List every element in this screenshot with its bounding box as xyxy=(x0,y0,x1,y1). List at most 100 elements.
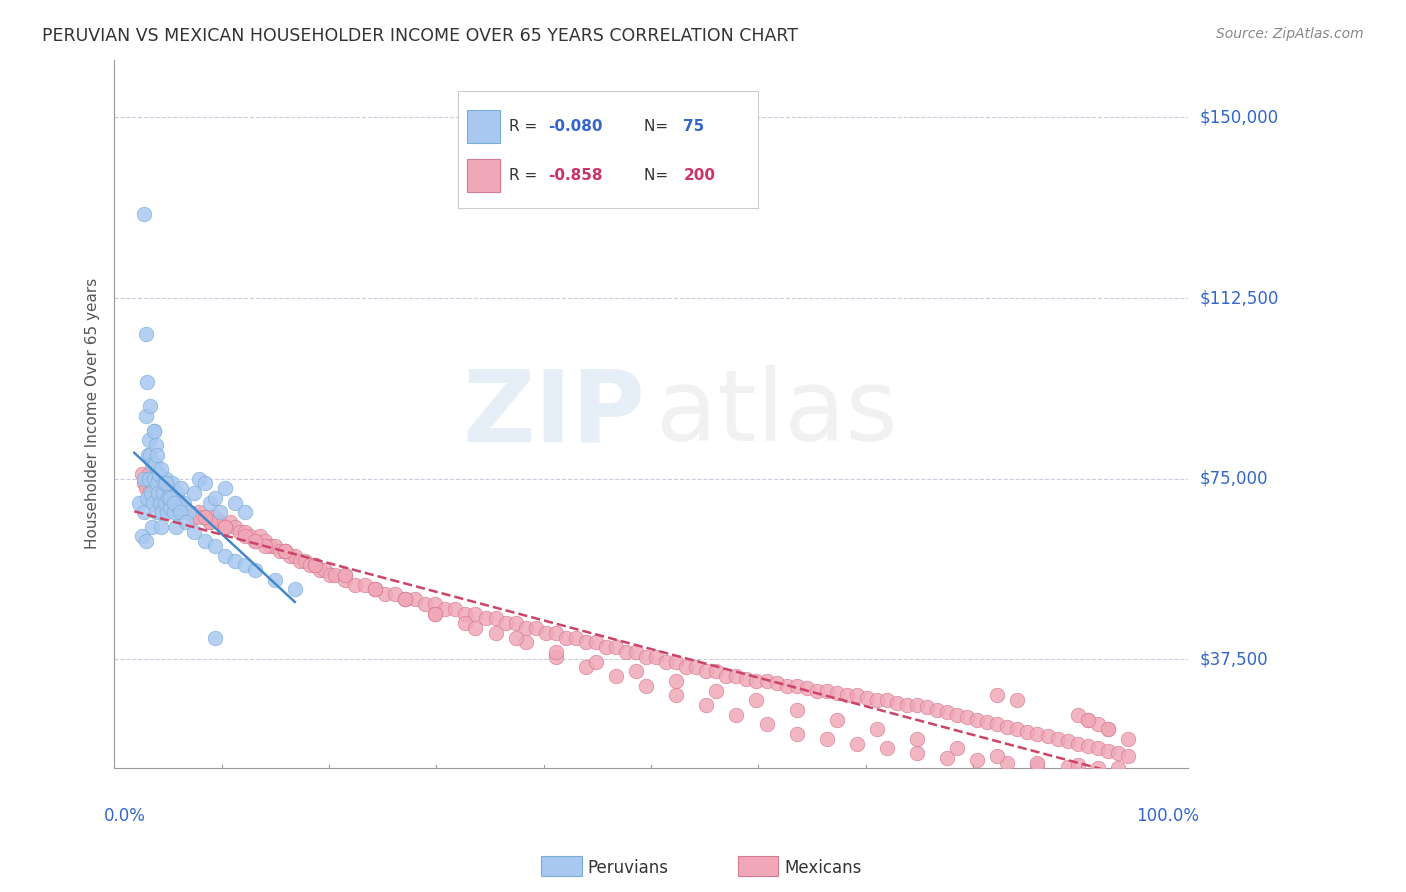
Point xyxy=(233,524,256,539)
Point xyxy=(394,592,416,607)
Text: 0.0%: 0.0% xyxy=(104,806,145,824)
Point xyxy=(1097,744,1119,758)
Point xyxy=(484,611,506,625)
Point xyxy=(156,500,179,515)
Point xyxy=(208,505,231,519)
Point xyxy=(193,510,215,524)
Point xyxy=(134,476,156,491)
Point xyxy=(966,754,988,768)
Point xyxy=(755,717,778,731)
Point xyxy=(905,731,928,746)
Point xyxy=(815,683,838,698)
Point xyxy=(214,520,236,534)
Point xyxy=(896,698,918,712)
Point xyxy=(148,486,170,500)
Point xyxy=(157,491,180,505)
Point xyxy=(243,563,266,577)
Point xyxy=(134,207,156,221)
Point xyxy=(1097,722,1119,736)
Point xyxy=(755,673,778,688)
Point xyxy=(1087,741,1109,756)
Point xyxy=(269,544,291,558)
Point xyxy=(464,607,486,621)
Point xyxy=(153,486,176,500)
Point xyxy=(464,621,486,635)
Point xyxy=(314,563,336,577)
Point xyxy=(323,568,346,582)
Point xyxy=(304,558,326,573)
Point xyxy=(725,669,748,683)
Point xyxy=(143,472,166,486)
Point xyxy=(1077,713,1099,727)
Point xyxy=(915,700,938,714)
Point xyxy=(835,689,858,703)
Text: Source: ZipAtlas.com: Source: ZipAtlas.com xyxy=(1216,27,1364,41)
Point xyxy=(786,679,808,693)
Point xyxy=(176,515,198,529)
Point xyxy=(1007,722,1029,736)
Point xyxy=(173,496,195,510)
Point xyxy=(1066,737,1088,751)
Point xyxy=(135,481,157,495)
Point xyxy=(153,476,176,491)
Point xyxy=(150,520,173,534)
Point xyxy=(645,649,668,664)
Point xyxy=(143,424,166,438)
Point xyxy=(716,669,738,683)
Point xyxy=(288,553,311,567)
Point xyxy=(364,582,387,597)
Point xyxy=(165,520,187,534)
Point xyxy=(876,741,898,756)
Text: 100.0%: 100.0% xyxy=(1136,806,1199,824)
Point xyxy=(484,625,506,640)
Point xyxy=(141,457,163,471)
Text: Mexicans: Mexicans xyxy=(785,859,862,877)
Point xyxy=(1087,761,1109,775)
Point xyxy=(131,529,153,543)
Point xyxy=(374,587,396,601)
Point xyxy=(364,582,387,597)
Point xyxy=(636,649,658,664)
Point xyxy=(138,467,160,481)
Point xyxy=(905,698,928,712)
Point xyxy=(218,515,240,529)
Point xyxy=(636,679,658,693)
Point xyxy=(665,655,688,669)
Point xyxy=(394,592,416,607)
Point xyxy=(986,689,1008,703)
Point xyxy=(665,673,688,688)
Text: ZIP: ZIP xyxy=(463,365,645,462)
Point xyxy=(163,505,186,519)
Point xyxy=(765,676,787,690)
Point xyxy=(1036,730,1059,744)
Point xyxy=(304,558,326,573)
Point xyxy=(163,496,186,510)
Point xyxy=(425,597,447,611)
Point xyxy=(333,573,356,587)
Point xyxy=(145,481,167,495)
Point xyxy=(1066,758,1088,772)
Point xyxy=(169,505,191,519)
Point xyxy=(150,505,173,519)
Point xyxy=(1066,707,1088,722)
Point xyxy=(544,649,567,664)
Point xyxy=(143,457,166,471)
Point xyxy=(515,635,537,649)
Point xyxy=(224,520,246,534)
Point xyxy=(1116,731,1139,746)
Point xyxy=(183,486,205,500)
Point xyxy=(786,727,808,741)
Point xyxy=(704,683,727,698)
Point xyxy=(274,544,297,558)
Point xyxy=(204,539,226,553)
Point xyxy=(544,645,567,659)
Point xyxy=(1107,746,1129,760)
Point xyxy=(263,573,285,587)
Point xyxy=(725,707,748,722)
Point xyxy=(1017,724,1039,739)
Point xyxy=(695,665,717,679)
Point xyxy=(204,631,226,645)
Point xyxy=(214,520,236,534)
Point xyxy=(505,616,527,631)
Point xyxy=(224,553,246,567)
